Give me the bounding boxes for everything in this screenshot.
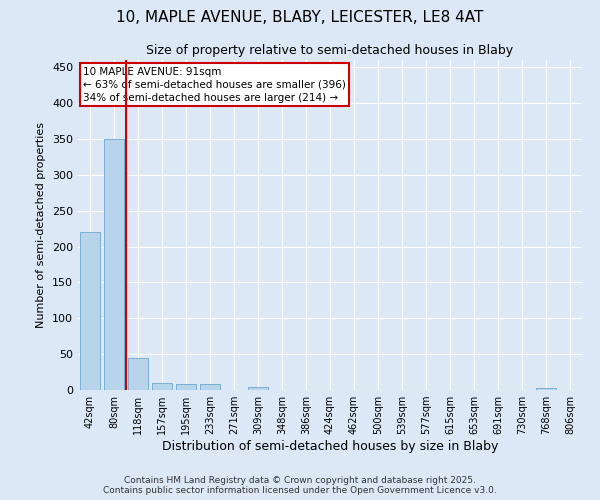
Bar	[152, 383, 172, 390]
X-axis label: Distribution of semi-detached houses by size in Blaby: Distribution of semi-detached houses by …	[162, 440, 498, 453]
Bar	[104, 139, 124, 390]
Text: Contains HM Land Registry data © Crown copyright and database right 2025.
Contai: Contains HM Land Registry data © Crown c…	[103, 476, 497, 495]
Bar	[200, 384, 220, 390]
Bar	[176, 384, 196, 390]
Text: 10, MAPLE AVENUE, BLABY, LEICESTER, LE8 4AT: 10, MAPLE AVENUE, BLABY, LEICESTER, LE8 …	[116, 10, 484, 25]
Bar	[128, 358, 148, 390]
Bar	[80, 232, 100, 390]
Bar	[536, 388, 556, 390]
Bar	[248, 387, 268, 390]
Y-axis label: Number of semi-detached properties: Number of semi-detached properties	[37, 122, 46, 328]
Title: Size of property relative to semi-detached houses in Blaby: Size of property relative to semi-detach…	[146, 44, 514, 58]
Text: 10 MAPLE AVENUE: 91sqm
← 63% of semi-detached houses are smaller (396)
34% of se: 10 MAPLE AVENUE: 91sqm ← 63% of semi-det…	[83, 66, 346, 103]
